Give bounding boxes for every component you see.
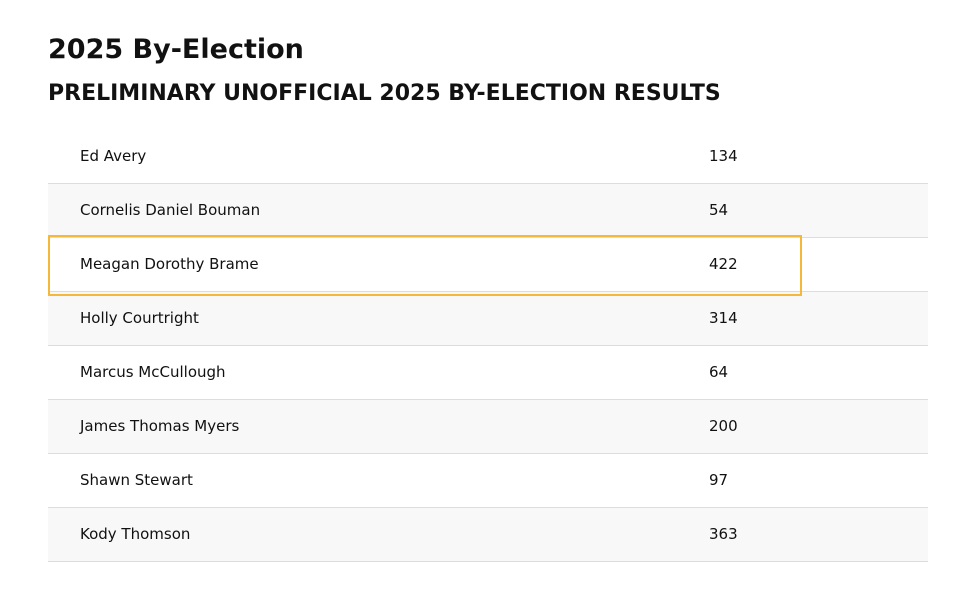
result-row: Cornelis Daniel Bouman 54: [48, 183, 928, 237]
candidate-name: Shawn Stewart: [80, 471, 193, 489]
candidate-name: James Thomas Myers: [80, 417, 240, 435]
candidate-name: Ed Avery: [80, 146, 147, 165]
page-subtitle: PRELIMINARY UNOFFICIAL 2025 BY-ELECTION …: [48, 81, 721, 106]
result-row: Kody Thomson 363: [48, 507, 928, 561]
vote-count: 200: [709, 417, 738, 435]
vote-count: 422: [709, 255, 738, 273]
candidate-name: Holly Courtright: [80, 309, 199, 327]
result-row: James Thomas Myers 200: [48, 399, 928, 453]
page-title: 2025 By-Election: [48, 34, 304, 65]
result-row: Meagan Dorothy Brame 422: [48, 237, 928, 291]
result-row: Holly Courtright 314: [48, 291, 928, 345]
vote-count: 314: [709, 309, 738, 327]
result-row: Ed Avery 134: [48, 129, 928, 183]
candidate-name: Meagan Dorothy Brame: [80, 255, 259, 273]
vote-count: 54: [709, 201, 729, 219]
vote-count: 97: [709, 471, 729, 489]
vote-count: 134: [709, 146, 738, 165]
candidate-name: Cornelis Daniel Bouman: [80, 201, 261, 219]
vote-count: 64: [709, 363, 729, 381]
vote-count: 363: [709, 525, 738, 543]
result-row: Shawn Stewart 97: [48, 453, 928, 507]
results-table: Ed Avery 134 Cornelis Daniel Bouman 54 Meaga…: [48, 129, 928, 562]
candidate-name: Marcus McCullough: [80, 363, 226, 381]
candidate-name: Kody Thomson: [80, 525, 191, 543]
result-row: Marcus McCullough 64: [48, 345, 928, 399]
